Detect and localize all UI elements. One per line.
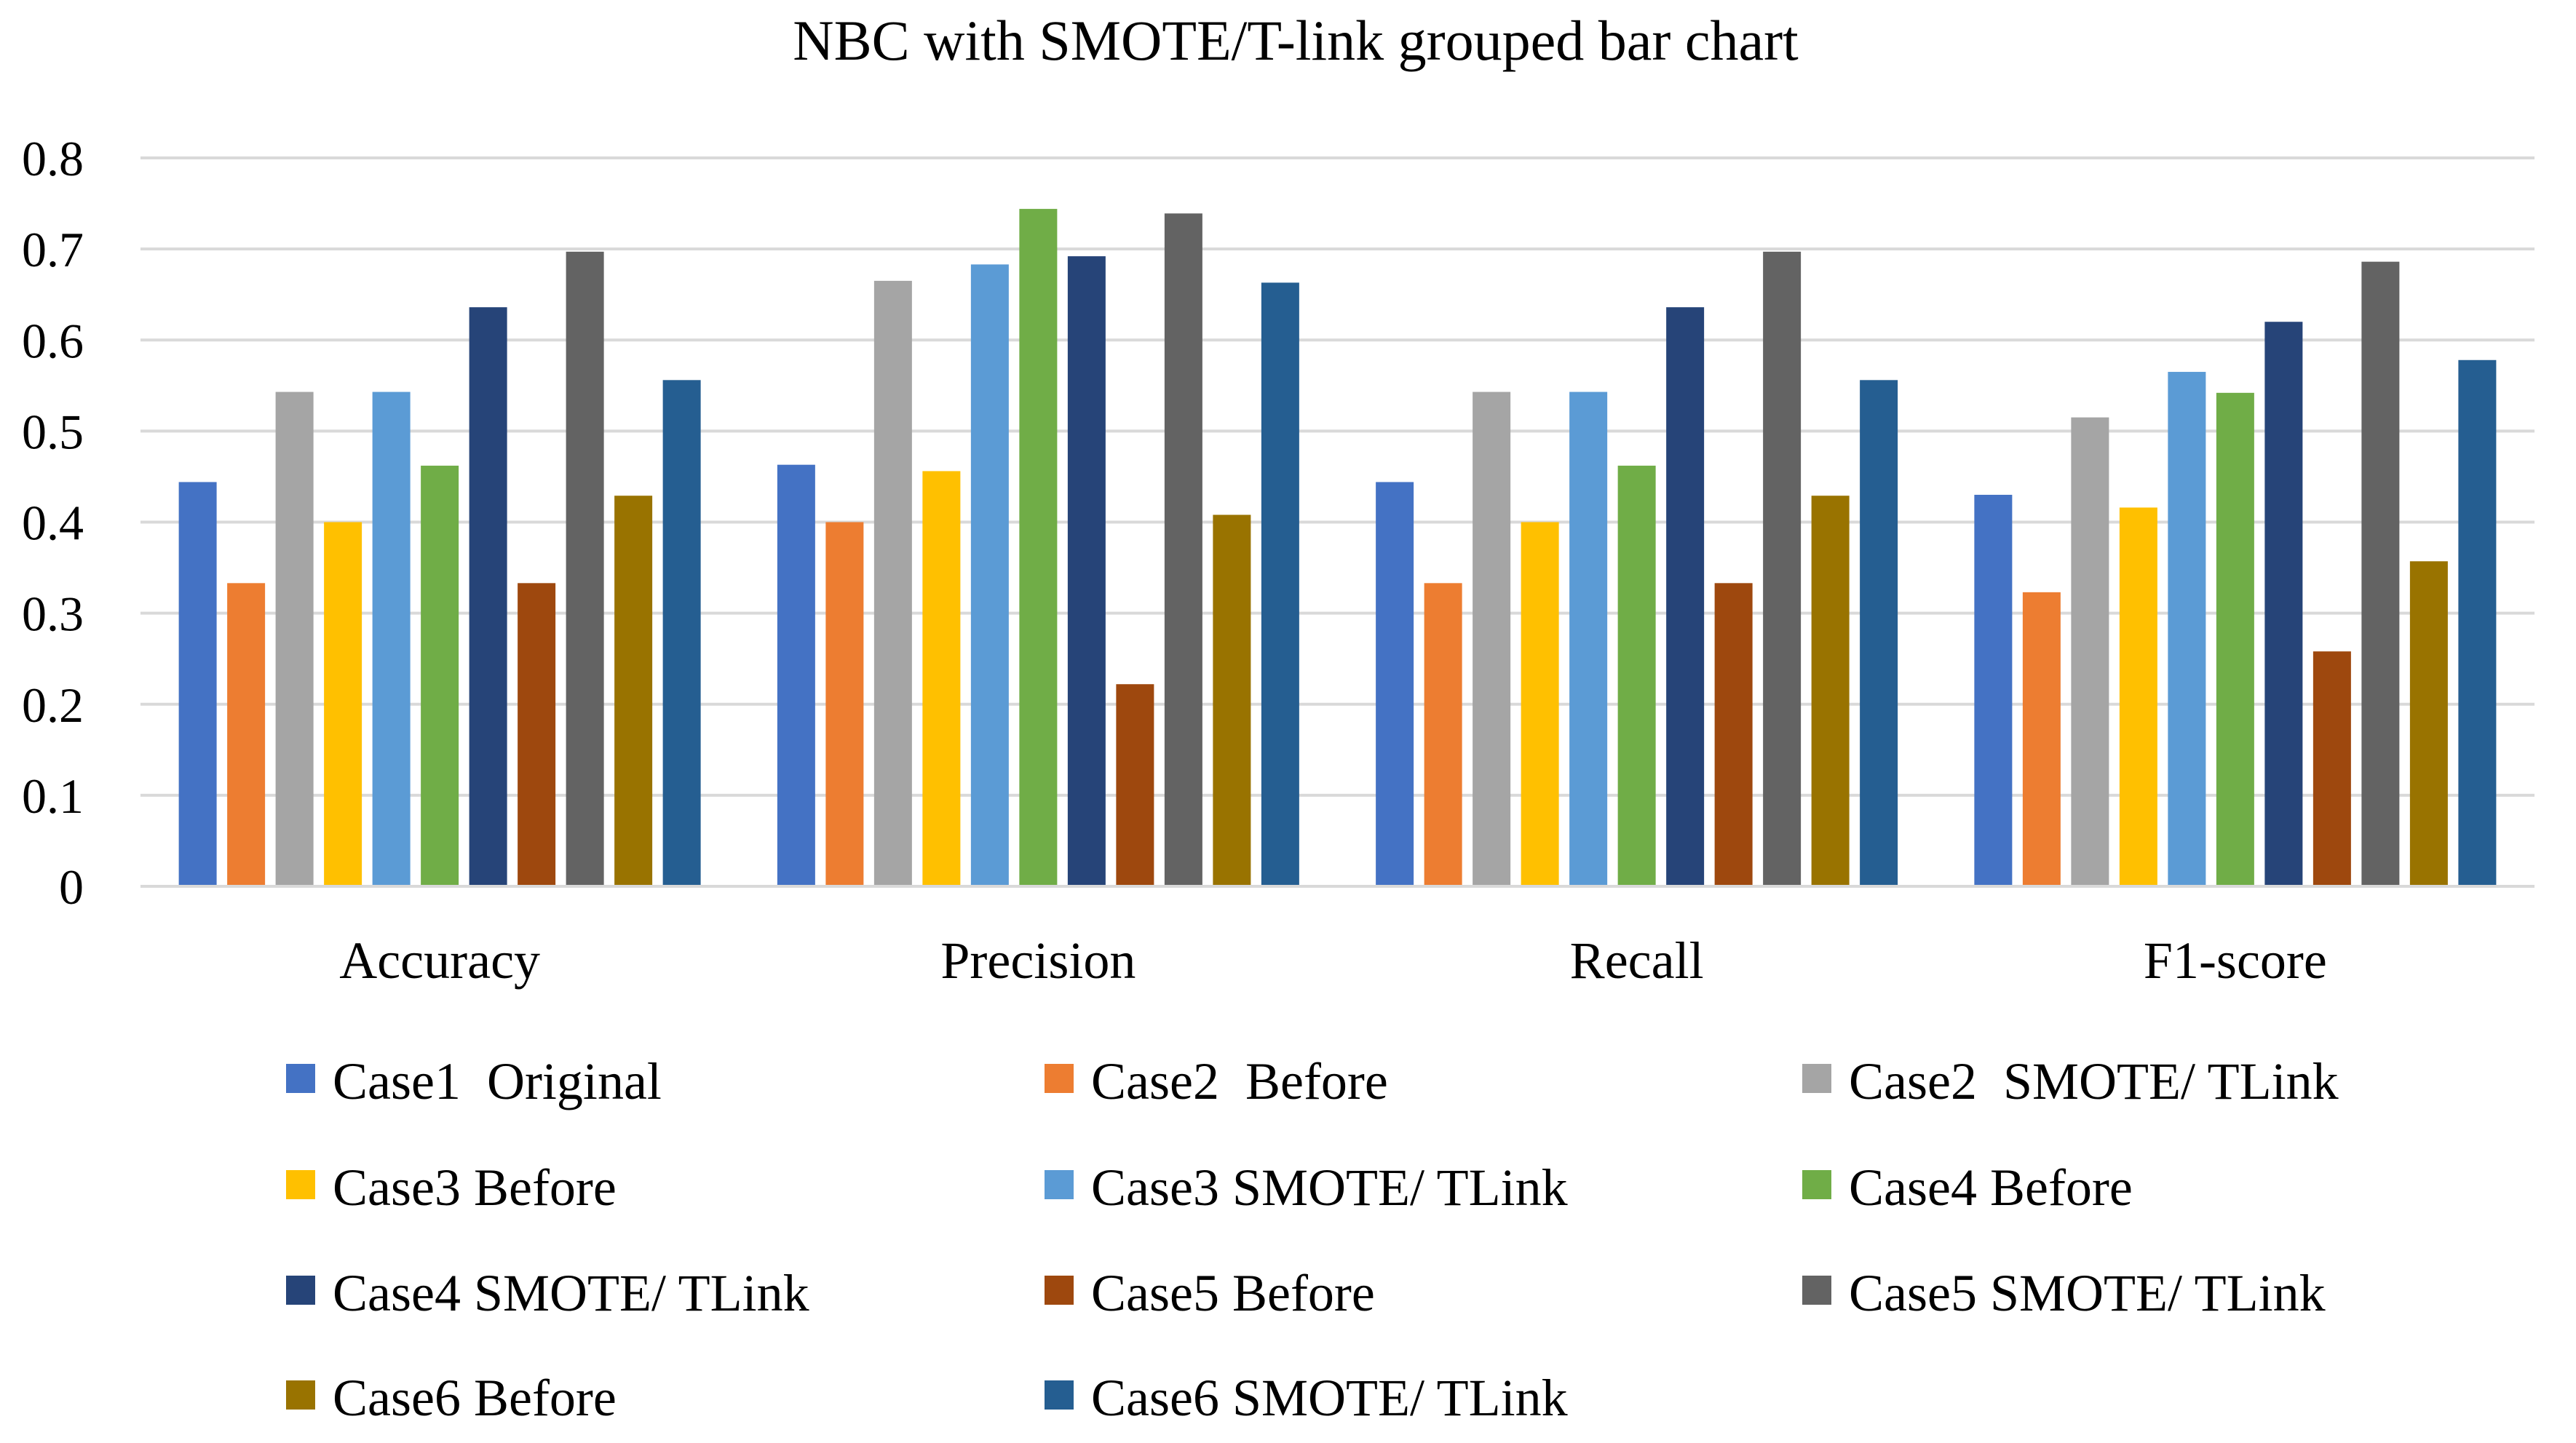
bar	[2313, 651, 2351, 886]
bar	[873, 280, 912, 886]
bar	[1974, 494, 2013, 886]
x-tick-label: Precision	[940, 931, 1136, 990]
bar	[227, 583, 266, 886]
legend-label: Case4 Before	[1849, 1158, 2133, 1217]
y-axis-ticks: 0 0.1 0.2 0.3 0.4 0.5 0.6 0.7 0.8	[22, 131, 84, 915]
bar	[421, 465, 459, 886]
bar	[1424, 583, 1462, 886]
legend-item: Case4 Before	[1802, 1158, 2133, 1217]
legend-item: Case2 SMOTE/ TLink	[1802, 1052, 2339, 1110]
bar	[1164, 213, 1202, 886]
bar	[1473, 391, 1511, 886]
bar	[1116, 684, 1154, 886]
legend-swatch	[1802, 1170, 1831, 1199]
bar	[1569, 391, 1608, 886]
bar	[275, 391, 314, 886]
legend-label: Case5 Before	[1091, 1264, 1375, 1322]
bar	[2361, 261, 2400, 887]
legend-swatch	[1802, 1276, 1831, 1305]
y-tick-label: 0.1	[22, 768, 84, 824]
legend-swatch	[1802, 1064, 1831, 1093]
y-tick-label: 0.8	[22, 131, 84, 186]
legend-swatch	[1045, 1064, 1074, 1093]
legend-item: Case6 Before	[286, 1369, 617, 1427]
bar	[518, 583, 556, 886]
bar	[614, 496, 653, 886]
legend-label: Case6 Before	[333, 1369, 617, 1427]
y-tick-label: 0.4	[22, 496, 84, 551]
legend-swatch	[286, 1276, 315, 1305]
legend-label: Case4 SMOTE/ TLink	[333, 1264, 809, 1322]
legend-swatch	[286, 1380, 315, 1410]
bar	[1860, 380, 1898, 886]
bar	[372, 391, 411, 886]
legend-item: Case2 Before	[1045, 1052, 1388, 1110]
bar	[662, 380, 701, 886]
y-tick-label: 0.5	[22, 404, 84, 459]
y-tick-label: 0.3	[22, 587, 84, 642]
bar	[1261, 282, 1299, 886]
bar	[2264, 322, 2303, 887]
legend-swatch	[1045, 1380, 1074, 1410]
bar	[2458, 359, 2497, 887]
legend-swatch	[1045, 1170, 1074, 1199]
x-tick-label: F1-score	[2144, 931, 2327, 990]
legend-item: Case1 Original	[286, 1052, 662, 1110]
bar	[1811, 496, 1850, 886]
bar	[178, 482, 217, 886]
bar	[1521, 522, 1559, 886]
bar	[2216, 392, 2254, 886]
x-tick-label: Recall	[1570, 931, 1704, 990]
legend-label: Case5 SMOTE/ TLink	[1849, 1264, 2326, 1322]
bar	[2409, 561, 2448, 886]
legend-label: Case3 SMOTE/ TLink	[1091, 1158, 1568, 1217]
chart-title: NBC with SMOTE/T-link grouped bar chart	[793, 9, 1799, 72]
legend-item: Case3 Before	[286, 1158, 617, 1217]
legend-label: Case3 Before	[333, 1158, 617, 1217]
bar	[970, 264, 1009, 886]
legend-swatch	[286, 1064, 315, 1093]
legend-label: Case1 Original	[333, 1052, 662, 1110]
legend-label: Case6 SMOTE/ TLink	[1091, 1369, 1568, 1427]
bar	[922, 471, 961, 886]
legend-item: Case3 SMOTE/ TLink	[1045, 1158, 1568, 1217]
bar	[2071, 417, 2109, 886]
x-axis: Accuracy Precision Recall F1-score	[140, 885, 2535, 990]
legend-item: Case6 SMOTE/ TLink	[1045, 1369, 1568, 1427]
y-tick-label: 0.7	[22, 222, 84, 277]
y-tick-label: 0	[59, 859, 84, 915]
bar	[1714, 583, 1753, 886]
bar	[777, 464, 815, 886]
bar	[1213, 514, 1251, 886]
bar	[324, 522, 362, 886]
legend-swatch	[286, 1170, 315, 1199]
legend-item: Case5 Before	[1045, 1264, 1375, 1322]
bars	[178, 209, 2497, 887]
y-tick-label: 0.2	[22, 677, 84, 733]
legend-swatch	[1045, 1276, 1074, 1305]
x-tick-label: Accuracy	[339, 931, 540, 990]
bar	[1763, 251, 1802, 886]
legend: Case1 Original Case2 Before Case2 SMOTE/ T…	[286, 1052, 2339, 1427]
y-tick-label: 0.6	[22, 313, 84, 368]
bar	[1019, 209, 1058, 886]
legend-item: Case4 SMOTE/ TLink	[286, 1264, 809, 1322]
bar	[2022, 592, 2061, 886]
bar	[1666, 307, 1705, 887]
bar	[2168, 372, 2206, 886]
bar	[1617, 465, 1656, 886]
bar	[566, 251, 604, 886]
legend-label: Case2 Before	[1091, 1052, 1388, 1110]
bar	[469, 307, 507, 887]
bar	[2119, 507, 2157, 886]
legend-item: Case5 SMOTE/ TLink	[1802, 1264, 2326, 1322]
legend-label: Case2 SMOTE/ TLink	[1849, 1052, 2339, 1110]
bar	[1376, 482, 1414, 886]
bar	[825, 522, 864, 886]
bar	[1067, 256, 1106, 886]
